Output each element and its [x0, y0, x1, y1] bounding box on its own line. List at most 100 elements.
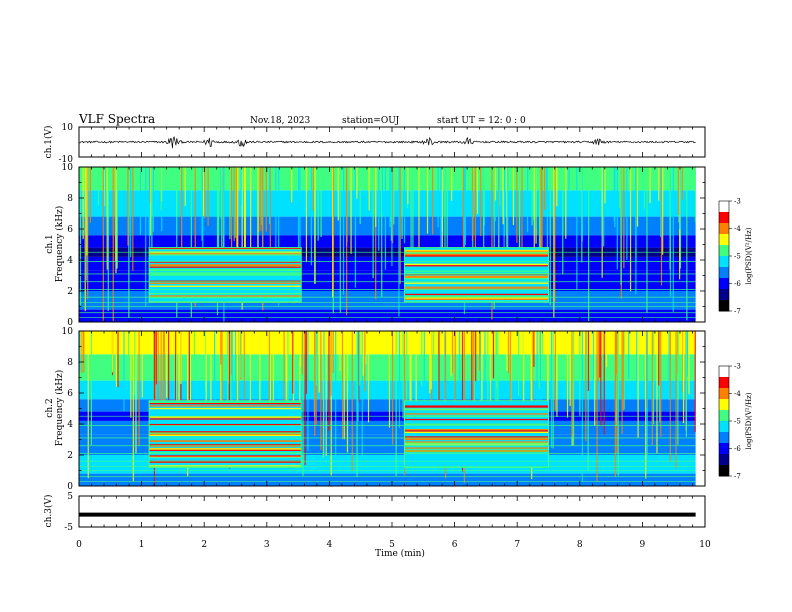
spectrogram-band: [79, 354, 696, 381]
sferic-streak: [531, 167, 533, 226]
colorbar-segment: [719, 465, 729, 477]
colorbar-segment: [719, 432, 729, 444]
transmitter-line: [149, 248, 302, 250]
sferic-streak: [301, 331, 303, 375]
transmitter-line: [149, 295, 302, 297]
sferic-streak: [694, 331, 696, 432]
sferic-streak: [572, 331, 575, 446]
transmitter-line: [149, 455, 302, 457]
sferic-streak: [339, 331, 341, 371]
sferic-streak: [581, 331, 583, 482]
sferic-streak: [451, 167, 453, 201]
sferic-streak: [581, 167, 583, 263]
chart-title: VLF Spectra: [78, 112, 155, 126]
sferic-streak: [278, 167, 280, 306]
sferic-streak: [549, 167, 551, 305]
transmitter-line: [149, 253, 302, 255]
sferic-streak: [202, 167, 205, 216]
time-tick-label: 4: [327, 540, 333, 550]
transmitter-block-edge: [404, 247, 549, 303]
sferic-streak: [593, 331, 595, 397]
colorbar-segment: [719, 267, 729, 279]
transmitter-line: [149, 272, 302, 274]
sferic-streak: [268, 331, 271, 424]
sferic-streak: [546, 167, 549, 261]
transmitter-block-edge: [148, 400, 302, 468]
sferic-streak: [325, 331, 327, 456]
sferic-streak: [343, 331, 345, 440]
time-tick-label: 1: [139, 540, 145, 550]
transmitter-line: [149, 266, 302, 268]
ch3-ylabel: ch.3(V): [43, 495, 54, 528]
sferic-streak: [223, 167, 225, 322]
sferic-streak: [541, 331, 544, 365]
sferic-streak: [535, 167, 537, 230]
sferic-streak: [210, 331, 212, 435]
sferic-streak: [132, 331, 134, 482]
sferic-streak: [102, 167, 104, 322]
sferic-streak: [600, 331, 602, 427]
sferic-streak: [231, 331, 233, 376]
sferic-streak: [568, 167, 570, 207]
sferic-streak: [536, 331, 538, 470]
transmitter-line: [404, 450, 549, 452]
sferic-streak: [565, 167, 567, 239]
transmitter-line: [404, 418, 549, 421]
sferic-streak: [628, 331, 630, 379]
sferic-streak: [292, 331, 294, 394]
transmitter-line: [404, 249, 549, 252]
sferic-streak: [646, 167, 648, 313]
transmitter-line: [149, 247, 302, 249]
sferic-streak: [272, 331, 275, 402]
sferic-streak: [614, 331, 616, 477]
transmitter-line: [149, 456, 302, 458]
colorbar-segment: [719, 289, 729, 301]
colorbar-tick-label: -6: [734, 280, 741, 288]
sferic-streak: [139, 167, 142, 236]
sferic-streak: [686, 167, 688, 321]
transmitter-line: [404, 443, 549, 445]
sferic-streak: [330, 331, 332, 396]
time-tick-label: 9: [640, 540, 646, 550]
sferic-streak: [359, 331, 361, 386]
sferic-streak: [226, 331, 229, 455]
freq-tick-label: 6: [67, 225, 73, 235]
sferic-streak: [384, 167, 387, 270]
sferic-streak: [130, 167, 132, 258]
sferic-streak: [375, 167, 377, 300]
sferic-streak: [357, 331, 359, 422]
time-tick-label: 10: [699, 540, 711, 550]
sferic-streak: [619, 167, 621, 208]
sferic-streak: [381, 167, 383, 297]
sferic-streak: [603, 167, 605, 247]
sferic-streak: [569, 331, 571, 406]
sferic-streak: [128, 167, 130, 318]
sferic-streak: [128, 331, 130, 375]
sferic-streak: [275, 167, 277, 259]
sferic-streak: [190, 167, 192, 318]
sferic-streak: [682, 331, 685, 424]
transmitter-line: [149, 416, 302, 418]
sferic-streak: [421, 331, 423, 387]
sferic-streak: [244, 167, 246, 291]
sferic-streak: [213, 331, 216, 463]
colorbar-segment: [719, 234, 729, 246]
sferic-streak: [346, 331, 349, 453]
transmitter-line: [149, 292, 302, 295]
sferic-streak: [484, 331, 486, 410]
transmitter-line: [404, 442, 549, 444]
sferic-streak: [596, 331, 598, 482]
sferic-streak: [166, 331, 168, 398]
sferic-streak: [317, 167, 319, 241]
sferic-streak: [291, 167, 293, 203]
sferic-streak: [614, 167, 616, 228]
transmitter-line: [404, 277, 549, 279]
sferic-streak: [259, 331, 261, 438]
sferic-streak: [243, 331, 245, 400]
sferic-streak: [188, 331, 190, 408]
sferic-streak: [299, 331, 301, 419]
colorbar-tick-label: -7: [734, 473, 741, 481]
freq-tick-label: 8: [67, 194, 73, 204]
sferic-streak: [335, 331, 337, 463]
sferic-streak: [180, 331, 182, 384]
